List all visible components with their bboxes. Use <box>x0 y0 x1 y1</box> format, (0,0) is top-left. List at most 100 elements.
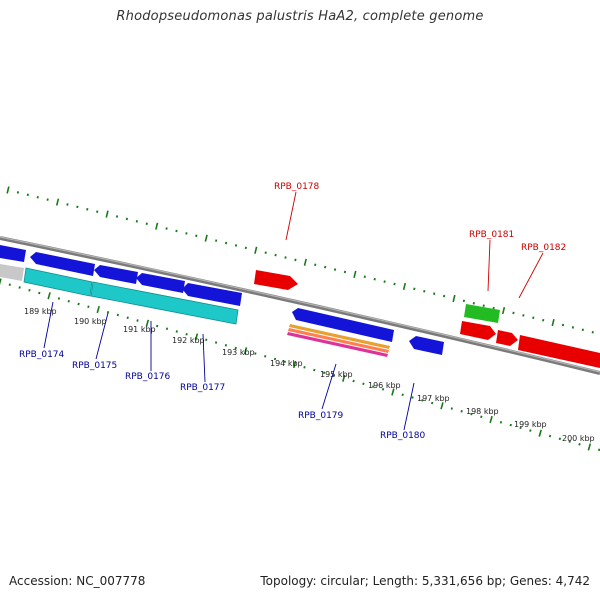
upper-tick <box>333 268 337 271</box>
gene-label-bottom[interactable]: RPB_0180 <box>380 431 426 441</box>
lower-tick <box>116 313 120 317</box>
upper-tick <box>581 328 584 332</box>
upper-tick <box>413 287 416 291</box>
upper-tick <box>423 289 426 293</box>
gene-blue-b[interactable] <box>30 252 95 276</box>
lower-tick <box>28 288 31 292</box>
gene-blue-rpb-0180[interactable] <box>409 336 444 355</box>
lower-tick <box>47 292 51 300</box>
upper-tick <box>482 304 485 307</box>
gene-blue-e[interactable] <box>182 283 242 306</box>
upper-tick <box>433 292 436 295</box>
lower-tick <box>292 360 297 369</box>
gene-red-b[interactable] <box>496 330 518 346</box>
upper-tick <box>66 203 69 206</box>
kbp-label: 195 kbp <box>320 370 353 379</box>
upper-tick <box>234 244 238 247</box>
lower-tick <box>509 423 512 427</box>
upper-tick <box>185 232 188 235</box>
upper-tick <box>383 280 386 283</box>
lower-tick <box>538 429 542 437</box>
lower-tick <box>254 352 257 355</box>
upper-tick <box>452 294 456 303</box>
upper-tick <box>55 198 60 206</box>
gene-blue-c[interactable] <box>94 265 138 284</box>
gene-stripes <box>287 324 390 357</box>
genome-summary: Topology: circular; Length: 5,331,656 bp… <box>260 574 590 588</box>
upper-tick <box>501 306 506 315</box>
lower-tick <box>273 357 277 361</box>
lower-tick <box>18 286 21 289</box>
upper-tick <box>294 258 297 262</box>
upper-tick <box>462 299 466 303</box>
gene-cyan-1[interactable] <box>23 267 93 297</box>
lower-tick <box>460 409 463 413</box>
lower-tick <box>342 374 346 382</box>
gene-green-rpb-0181[interactable] <box>464 304 500 323</box>
kbp-label: 193 kbp <box>222 348 255 357</box>
lower-tick <box>519 426 522 430</box>
upper-tick <box>26 193 29 197</box>
lower-tick <box>362 382 365 386</box>
upper-tick <box>402 282 407 291</box>
upper-tick <box>492 306 495 310</box>
lower-tick <box>450 407 453 410</box>
gene-label-top[interactable]: RPB_0178 <box>274 182 320 192</box>
lower-tick <box>126 316 129 320</box>
gene-label-bottom[interactable]: RPB_0177 <box>180 383 225 393</box>
lower-tick <box>352 379 355 383</box>
gene-red-rpb-0182[interactable] <box>518 335 600 368</box>
gene-blue-rpb-0179[interactable] <box>292 308 394 342</box>
gene-label-top[interactable]: RPB_0181 <box>469 230 514 240</box>
upper-tick <box>393 282 396 286</box>
upper-tick <box>96 210 99 213</box>
upper-tick <box>551 319 555 327</box>
lower-tick <box>0 278 2 285</box>
gene-blue-a[interactable] <box>0 245 26 262</box>
lower-tick <box>411 396 414 399</box>
genome-backbone <box>0 236 600 375</box>
lower-tick <box>165 327 169 331</box>
lower-tick <box>431 401 434 405</box>
lower-tick <box>67 299 70 303</box>
lower-tick <box>87 305 90 309</box>
gene-blue-d[interactable] <box>136 273 185 293</box>
kbp-label: 196 kbp <box>368 381 401 390</box>
upper-tick <box>105 210 109 218</box>
gene-partial-grey[interactable] <box>0 264 24 281</box>
leader-line <box>403 382 415 431</box>
gene-red-a[interactable] <box>460 321 496 340</box>
upper-tick <box>6 186 10 194</box>
lower-tick <box>243 347 248 355</box>
gene-red-rpb-0178[interactable] <box>254 270 298 290</box>
gene-label-top[interactable]: RPB_0182 <box>521 243 566 253</box>
upper-tick <box>472 302 475 305</box>
gene-label-bottom[interactable]: RPB_0176 <box>125 372 171 382</box>
lower-tick <box>77 302 80 306</box>
kbp-label: 192 kbp <box>172 336 205 345</box>
upper-tick <box>46 198 49 201</box>
upper-tick <box>561 323 565 327</box>
lower-tick <box>155 324 159 328</box>
kbp-label: 190 kbp <box>74 317 107 326</box>
accession-label: Accession: NC_007778 <box>9 574 146 588</box>
lower-tick <box>145 319 150 327</box>
lower-tick <box>480 415 483 419</box>
lower-tick <box>264 354 267 358</box>
upper-tick <box>353 270 357 278</box>
lower-tick <box>372 385 375 388</box>
gene-label-bottom[interactable]: RPB_0179 <box>298 411 344 421</box>
gene-label-bottom[interactable]: RPB_0174 <box>19 350 65 360</box>
gene-cyan-2[interactable] <box>90 281 239 325</box>
upper-tick <box>303 258 307 266</box>
lower-tick <box>568 440 571 443</box>
upper-tick <box>195 234 198 238</box>
kbp-label: 197 kbp <box>417 394 450 403</box>
gene-label-bottom[interactable]: RPB_0175 <box>72 361 117 371</box>
upper-tick <box>571 326 575 329</box>
upper-tick <box>125 217 129 221</box>
lower-tick <box>106 310 110 314</box>
upper-tick <box>214 239 218 242</box>
upper-tick <box>135 220 138 223</box>
upper-tick <box>76 205 79 209</box>
